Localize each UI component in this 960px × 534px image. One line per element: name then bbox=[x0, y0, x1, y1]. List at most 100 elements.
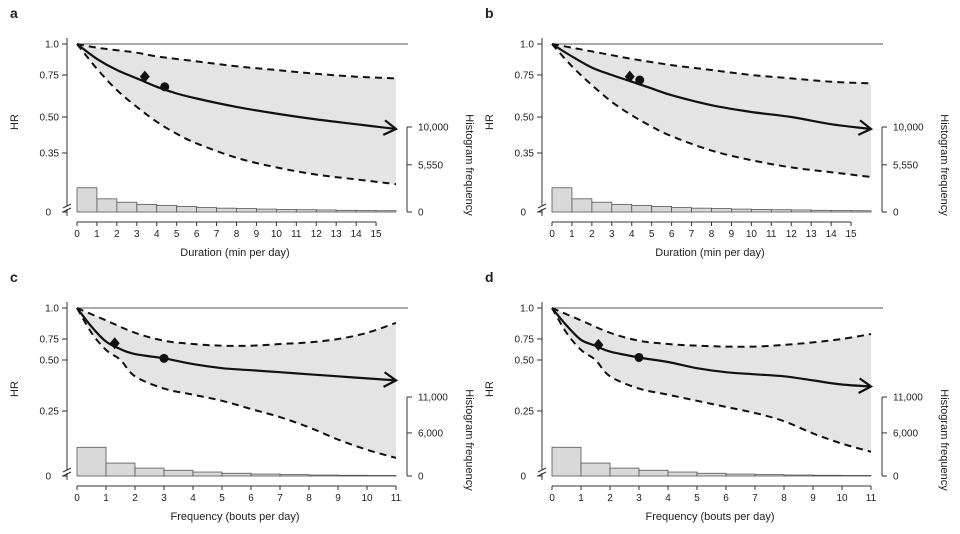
histogram-bar bbox=[315, 209, 337, 213]
axis-break-icon bbox=[62, 203, 72, 213]
histogram-bar bbox=[609, 467, 640, 477]
histogram-bar bbox=[551, 187, 573, 213]
x-tick-label: 13 bbox=[331, 229, 343, 240]
y-tick-label: 1.0 bbox=[45, 40, 59, 51]
y2-axis-label: Histogram frequency bbox=[938, 389, 950, 491]
y-tick-label: 1.0 bbox=[520, 304, 534, 315]
hr-arrow-head bbox=[857, 119, 874, 136]
x-tick-label: 2 bbox=[589, 229, 595, 240]
x-tick-label: 11 bbox=[766, 229, 777, 240]
circle-marker bbox=[160, 82, 170, 92]
x-tick-label: 5 bbox=[649, 229, 655, 240]
y-zero-label: 0 bbox=[520, 208, 526, 219]
x-tick-label: 9 bbox=[810, 493, 816, 504]
histogram-bar bbox=[638, 469, 669, 477]
histogram-bar bbox=[134, 467, 165, 477]
confidence-band bbox=[77, 44, 396, 185]
y2-tick-label: 11,000 bbox=[893, 393, 923, 404]
x-tick-label: 7 bbox=[689, 229, 695, 240]
y2-axis-label: Histogram frequency bbox=[463, 389, 475, 491]
x-tick-label: 9 bbox=[335, 493, 341, 504]
x-tick-label: 2 bbox=[132, 493, 138, 504]
histogram-bar bbox=[696, 472, 727, 477]
panel-c: c 1.0 0.75 0.50 0.25 0 HR 11,000 6,000 0 Histogram… bbox=[9, 269, 475, 523]
hr-curve bbox=[551, 307, 872, 388]
x-tick-label: 7 bbox=[277, 493, 283, 504]
histogram-bar bbox=[295, 209, 317, 213]
x-tick-label: 14 bbox=[351, 229, 363, 240]
x-tick-label: 1 bbox=[94, 229, 100, 240]
y-tick-label: 0.75 bbox=[40, 71, 60, 82]
circle-marker bbox=[159, 353, 169, 363]
histogram-bar bbox=[731, 208, 752, 213]
histogram-bar bbox=[96, 198, 118, 213]
x-tick-label: 3 bbox=[609, 229, 615, 240]
hr-arrow-head bbox=[858, 377, 874, 394]
y2-tick-label: 6,000 bbox=[418, 428, 443, 439]
x-tick-label: 15 bbox=[846, 229, 858, 240]
y2-tick-label: 0 bbox=[418, 208, 424, 219]
ci-lower-line bbox=[76, 43, 397, 186]
histogram-bar bbox=[221, 472, 252, 477]
diamond-marker bbox=[109, 337, 120, 350]
y2-tick-label: 5,550 bbox=[893, 160, 918, 171]
x-tick-label: 3 bbox=[161, 493, 167, 504]
x-tick-label: 8 bbox=[306, 493, 312, 504]
x-tick-label: 0 bbox=[74, 229, 80, 240]
histogram-bar bbox=[850, 210, 872, 213]
histogram-bar bbox=[163, 469, 194, 477]
circle-marker bbox=[634, 352, 644, 362]
x-tick-label: 10 bbox=[836, 493, 848, 504]
histogram-bar bbox=[196, 207, 217, 213]
x-tick-label: 0 bbox=[549, 229, 555, 240]
x-tick-label: 10 bbox=[361, 493, 373, 504]
x-tick-label: 13 bbox=[806, 229, 818, 240]
y2-axis-label: Histogram frequency bbox=[938, 114, 950, 216]
x-tick-label: 4 bbox=[665, 493, 671, 504]
x-tick-label: 4 bbox=[629, 229, 635, 240]
ci-lower-line bbox=[76, 307, 397, 459]
histogram-bar bbox=[366, 475, 397, 477]
x-tick-label: 6 bbox=[723, 493, 729, 504]
histogram-bar bbox=[631, 204, 653, 213]
y2-tick-label: 0 bbox=[893, 208, 899, 219]
panel-d: d 1.0 0.75 0.50 0.25 0 HR 11,000 6,000 0 Histogram… bbox=[484, 269, 950, 523]
histogram-bar bbox=[651, 206, 673, 213]
histogram-bar bbox=[790, 209, 812, 213]
histogram-bar bbox=[750, 209, 772, 213]
y2-tick-label: 0 bbox=[893, 472, 899, 483]
y-axis-label: HR bbox=[9, 114, 21, 130]
confidence-band bbox=[552, 44, 871, 177]
y-tick-label: 1.0 bbox=[520, 40, 534, 51]
histogram-bar bbox=[308, 474, 339, 477]
x-tick-label: 8 bbox=[234, 229, 240, 240]
histogram-bar bbox=[812, 474, 843, 477]
histogram-bar bbox=[671, 207, 692, 213]
x-tick-label: 8 bbox=[781, 493, 787, 504]
panel-a: a 1.0 0.75 0.50 0.35 0 HR 10,000 5,550 0 Histogram… bbox=[9, 5, 475, 259]
ci-upper-line bbox=[76, 307, 397, 347]
y-tick-label: 0.50 bbox=[515, 356, 535, 367]
x-tick-label: 0 bbox=[549, 493, 555, 504]
diamond-marker bbox=[593, 338, 604, 351]
histogram-bar bbox=[136, 203, 158, 213]
x-tick-label: 4 bbox=[154, 229, 160, 240]
panel-label: b bbox=[485, 5, 494, 21]
panel-b: b 1.0 0.75 0.50 0.35 0 HR 10,000 5,550 0 Histogram… bbox=[484, 5, 950, 259]
y2-tick-label: 10,000 bbox=[418, 123, 449, 134]
histogram-bar bbox=[841, 475, 872, 477]
x-tick-label: 11 bbox=[391, 493, 402, 504]
x-tick-label: 7 bbox=[752, 493, 758, 504]
panel-label: a bbox=[10, 5, 18, 21]
y-zero-label: 0 bbox=[45, 472, 51, 483]
y-tick-label: 0.50 bbox=[515, 113, 535, 124]
y-tick-label: 0.50 bbox=[40, 356, 60, 367]
circle-marker bbox=[635, 75, 645, 85]
y-tick-label: 0.25 bbox=[40, 407, 60, 418]
x-tick-label: 9 bbox=[729, 229, 735, 240]
histogram-bar bbox=[76, 187, 98, 213]
x-axis-label: Frequency (bouts per day) bbox=[645, 511, 774, 523]
histogram-bar bbox=[256, 208, 277, 213]
histogram-bar bbox=[754, 474, 785, 477]
y-tick-label: 0.75 bbox=[515, 335, 535, 346]
